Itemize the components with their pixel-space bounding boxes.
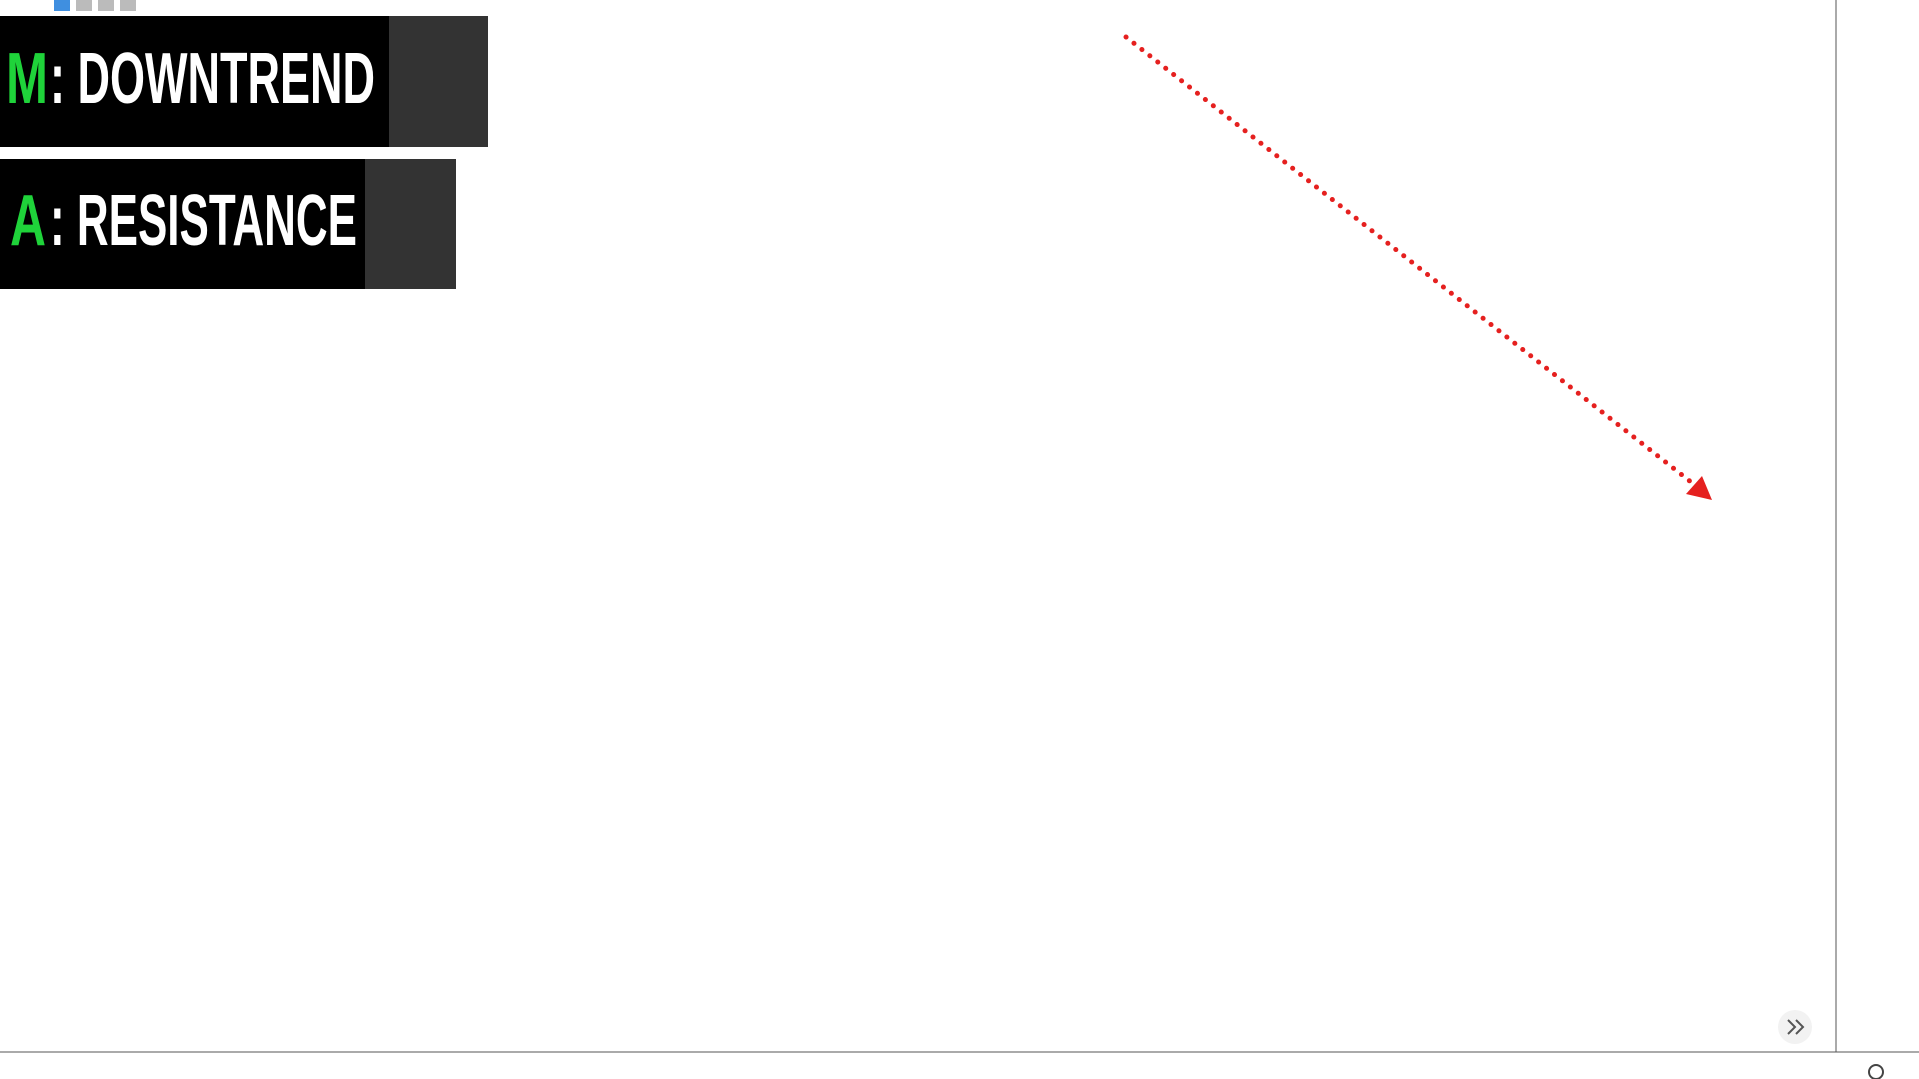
toolbar-icon[interactable] [76,0,92,11]
annotation-letter: M [6,39,48,119]
toolbar-icon[interactable] [98,0,114,11]
annotation-box-tab [389,16,488,147]
annotation-box [0,16,389,147]
annotation-letter: A [10,181,46,261]
annotations: M : DOWNTREND A : RESISTANCE [0,16,488,289]
toolbar-icon[interactable] [120,0,136,11]
scroll-icon [1787,1019,1805,1035]
annotation-box-tab [365,159,456,289]
toolbar [54,0,136,11]
trend-arrow [1123,34,1699,489]
annotation-box [0,159,365,289]
settings-icon[interactable] [1868,1064,1884,1079]
annotation-text: : RESISTANCE [50,181,357,261]
scroll-button[interactable] [1778,1010,1812,1044]
toolbar-icon[interactable] [54,0,70,11]
arrow-head [1686,476,1712,500]
annotation-text: : DOWNTREND [50,39,375,119]
